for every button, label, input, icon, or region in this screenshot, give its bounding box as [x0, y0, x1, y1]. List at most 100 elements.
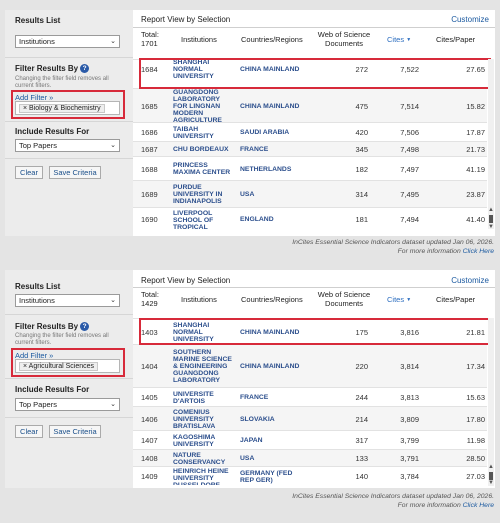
- col-header-institutions[interactable]: Institutions: [181, 35, 217, 44]
- row-cites: 7,498: [400, 145, 419, 154]
- customize-link[interactable]: Customize: [451, 15, 489, 24]
- row-institution[interactable]: GUANGDONG LABORATORY FOR LINGNAN MODERN …: [173, 89, 222, 123]
- col-header-wos-documents[interactable]: Web of Science Documents: [317, 290, 371, 308]
- scroll-up-icon[interactable]: ▲: [488, 207, 494, 213]
- row-institution[interactable]: CHU BORDEAUX: [173, 146, 229, 153]
- col-header-countries[interactable]: Countries/Regions: [241, 35, 303, 44]
- row-institution[interactable]: SHANGHAI NORMAL UNIVERSITY: [173, 60, 214, 79]
- row-country[interactable]: CHINA MAINLAND: [240, 66, 300, 73]
- row-cites: 7,506: [400, 128, 419, 137]
- table-row[interactable]: 1685 GUANGDONG LABORATORY FOR LINGNAN MO…: [133, 88, 487, 123]
- esi-report-panel-biology: Results List Institutions ⌄ Filter Resul…: [5, 10, 495, 236]
- table-row[interactable]: 1687 CHU BORDEAUX FRANCE 345 7,498 21.73: [133, 141, 487, 156]
- row-institution[interactable]: UNIVERSITE D'ARTOIS: [173, 390, 214, 405]
- scroll-down-icon[interactable]: ▼: [488, 224, 494, 230]
- row-country[interactable]: USA: [240, 455, 255, 462]
- row-institution[interactable]: PURDUE UNIVERSITY IN INDIANAPOLIS: [173, 184, 223, 205]
- col-header-cites-per-paper[interactable]: Cites/Paper: [436, 295, 476, 304]
- table-row[interactable]: 1409 HEINRICH HEINE UNIVERSITY DUSSELDOR…: [133, 466, 487, 485]
- scroll-thumb[interactable]: [489, 472, 493, 480]
- row-country[interactable]: GERMANY (FED REP GER): [240, 469, 293, 484]
- row-country[interactable]: SAUDI ARABIA: [240, 129, 290, 136]
- add-filter-link[interactable]: Add Filter »: [15, 351, 54, 360]
- table-scrollbar[interactable]: ▲ ▼: [488, 59, 494, 230]
- table-row[interactable]: 1405 UNIVERSITE D'ARTOIS FRANCE 244 3,81…: [133, 387, 487, 406]
- table-scrollbar[interactable]: ▲ ▼: [488, 318, 494, 486]
- row-institution[interactable]: KAGOSHIMA UNIVERSITY: [173, 433, 216, 448]
- row-cites-per-paper: 28.50: [466, 454, 485, 463]
- row-country[interactable]: CHINA MAINLAND: [240, 363, 300, 370]
- click-here-link[interactable]: Click Here: [462, 248, 494, 255]
- row-cites: 3,799: [400, 436, 419, 445]
- total-label: Total:: [141, 30, 159, 39]
- table-row[interactable]: 1407 KAGOSHIMA UNIVERSITY JAPAN 317 3,79…: [133, 430, 487, 449]
- filter-note: Changing the filter field removes all cu…: [15, 333, 109, 346]
- row-cites-per-paper: 17.80: [466, 414, 485, 424]
- row-rank: 1405: [141, 393, 158, 402]
- row-institution[interactable]: NATURE CONSERVANCY: [173, 451, 226, 466]
- row-institution[interactable]: PRINCESS MAXIMA CENTER: [173, 162, 231, 176]
- col-header-wos-documents[interactable]: Web of Science Documents: [317, 30, 371, 48]
- table-row[interactable]: 1690 LIVERPOOL SCHOOL OF TROPICAL ENGLAN…: [133, 207, 487, 229]
- row-institution[interactable]: COMENIUS UNIVERSITY BRATISLAVA: [173, 408, 216, 430]
- row-country[interactable]: SLOVAKIA: [240, 415, 275, 423]
- include-results-select[interactable]: Top Papers ⌄: [15, 398, 120, 411]
- row-wos-documents: 181: [355, 214, 368, 224]
- row-country[interactable]: FRANCE: [240, 394, 269, 401]
- customize-link[interactable]: Customize: [451, 276, 489, 285]
- esi-report-panel-agriculture: Results List Institutions ⌄ Filter Resul…: [5, 270, 495, 488]
- table-row[interactable]: 1404 SOUTHERN MARINE SCIENCE & ENGINEERI…: [133, 344, 487, 387]
- table-row[interactable]: 1689 PURDUE UNIVERSITY IN INDIANAPOLIS U…: [133, 180, 487, 207]
- row-country[interactable]: ENGLAND: [240, 215, 274, 223]
- active-filter-box: × Agricultural Sciences: [15, 359, 120, 373]
- row-institution[interactable]: SOUTHERN MARINE SCIENCE & ENGINEERING GU…: [173, 349, 232, 384]
- row-country[interactable]: USA: [240, 191, 255, 198]
- row-institution[interactable]: LIVERPOOL SCHOOL OF TROPICAL: [173, 210, 214, 229]
- row-wos-documents: 133: [355, 454, 368, 463]
- row-country[interactable]: CHINA MAINLAND: [240, 102, 300, 110]
- col-header-countries[interactable]: Countries/Regions: [241, 295, 303, 304]
- total-value: 1429: [141, 299, 158, 308]
- scroll-down-icon[interactable]: ▼: [488, 480, 494, 486]
- row-rank: 1690: [141, 214, 158, 224]
- row-country[interactable]: FRANCE: [240, 146, 269, 153]
- row-cites-per-paper: 11.98: [466, 436, 485, 445]
- col-header-institutions[interactable]: Institutions: [181, 295, 217, 304]
- include-results-select[interactable]: Top Papers ⌄: [15, 139, 120, 152]
- row-country[interactable]: NETHERLANDS: [240, 165, 292, 173]
- help-icon[interactable]: ?: [80, 64, 90, 73]
- results-list-select[interactable]: Institutions ⌄: [15, 294, 120, 307]
- filter-tag-agricultural-sciences[interactable]: × Agricultural Sciences: [19, 362, 99, 371]
- clear-button[interactable]: Clear: [15, 425, 43, 438]
- filter-note: Changing the filter field removes all cu…: [15, 76, 109, 89]
- row-country[interactable]: CHINA MAINLAND: [240, 328, 300, 336]
- table-row[interactable]: 1408 NATURE CONSERVANCY USA 133 3,791 28…: [133, 449, 487, 466]
- table-row[interactable]: 1406 COMENIUS UNIVERSITY BRATISLAVA SLOV…: [133, 406, 487, 430]
- click-here-link[interactable]: Click Here: [462, 502, 494, 509]
- clear-button[interactable]: Clear: [15, 166, 43, 179]
- table-row[interactable]: 1686 TAIBAH UNIVERSITY SAUDI ARABIA 420 …: [133, 122, 487, 141]
- filter-results-text: Filter Results By: [15, 64, 79, 73]
- dataset-footer: InCites Essential Science Indicators dat…: [292, 492, 494, 510]
- col-header-cites[interactable]: Cites ▼: [387, 295, 411, 305]
- save-criteria-button[interactable]: Save Criteria: [49, 425, 101, 438]
- help-icon[interactable]: ?: [80, 322, 90, 331]
- row-country[interactable]: JAPAN: [240, 437, 263, 444]
- table-row[interactable]: 1688 PRINCESS MAXIMA CENTER NETHERLANDS …: [133, 156, 487, 180]
- results-list-select[interactable]: Institutions ⌄: [15, 35, 120, 48]
- col-header-cites[interactable]: Cites ▼: [387, 35, 411, 45]
- row-wos-documents: 475: [355, 101, 368, 111]
- filter-tag-biology-biochemistry[interactable]: × Biology & Biochemistry: [19, 104, 105, 113]
- row-institution[interactable]: TAIBAH UNIVERSITY: [173, 125, 214, 140]
- save-criteria-button[interactable]: Save Criteria: [49, 166, 101, 179]
- col-header-cites-per-paper[interactable]: Cites/Paper: [436, 35, 476, 44]
- total-count: Total: 1429: [141, 290, 159, 308]
- scroll-up-icon[interactable]: ▲: [488, 464, 494, 470]
- scroll-thumb[interactable]: [489, 215, 493, 223]
- row-institution[interactable]: SHANGHAI NORMAL UNIVERSITY: [173, 321, 214, 343]
- add-filter-link[interactable]: Add Filter »: [15, 93, 54, 102]
- row-highlight-box: [139, 318, 491, 345]
- row-institution[interactable]: HEINRICH HEINE UNIVERSITY DUSSELDORF: [173, 468, 229, 485]
- total-label: Total:: [141, 290, 159, 299]
- row-cites: 3,816: [400, 327, 419, 337]
